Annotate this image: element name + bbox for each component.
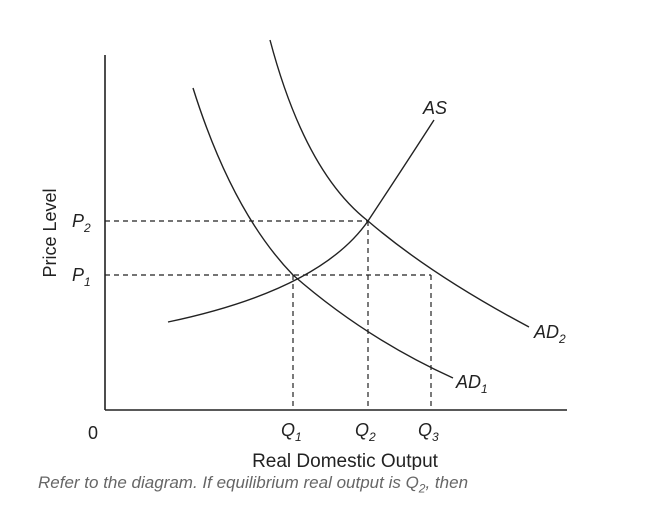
origin-label: 0 — [88, 423, 98, 443]
x-axis-label: Real Domestic Output — [252, 451, 439, 470]
ad1-label: AD1 — [455, 372, 488, 396]
q1-tick-label: Q1 — [281, 420, 302, 444]
ad2-curve — [269, 39, 530, 328]
p2-tick-label: P2 — [72, 211, 91, 235]
ad1-curve — [192, 87, 454, 379]
y-axis-label: Price Level — [40, 188, 60, 277]
ad2-label: AD2 — [533, 322, 566, 346]
as-curve — [167, 119, 435, 323]
question-caption: Refer to the diagram. If equilibrium rea… — [38, 473, 469, 496]
q2-tick-label: Q2 — [355, 420, 376, 444]
p1-tick-label: P1 — [72, 265, 91, 289]
q3-tick-label: Q3 — [418, 420, 439, 444]
ad-as-diagram: AS AD1 AD2 P2 P1 Q1 Q2 Q3 0 Price Level … — [40, 39, 567, 470]
as-label: AS — [422, 98, 447, 118]
